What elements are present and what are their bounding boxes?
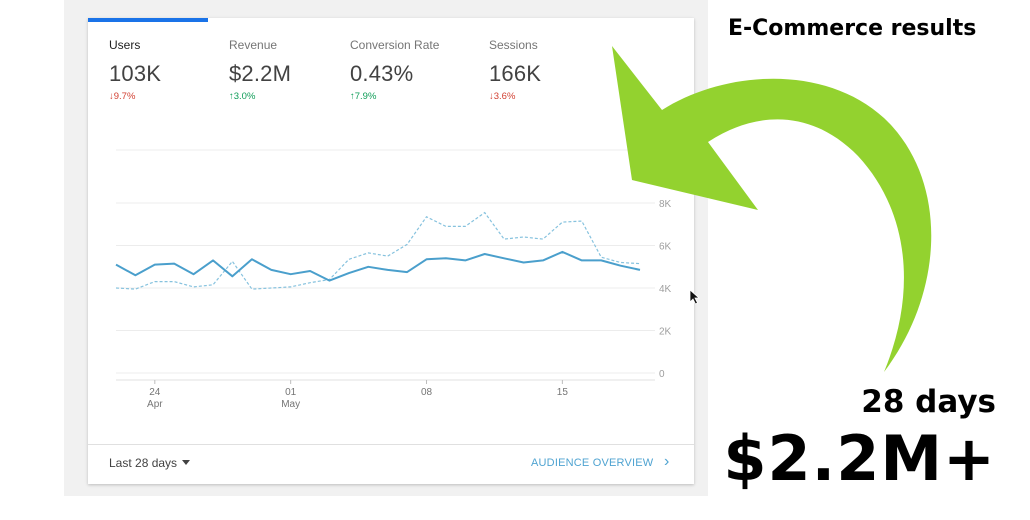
- x-tick-label: 24: [149, 387, 161, 398]
- y-tick-label: 8K: [659, 199, 672, 210]
- analytics-card: [88, 18, 694, 484]
- callout-title: E-Commerce results: [728, 16, 977, 41]
- chevron-right-icon[interactable]: ›: [664, 453, 670, 470]
- active-tab-indicator: [88, 18, 208, 22]
- metric-conversion-rate[interactable]: Conversion Rate 0.43% ↑7.9%: [350, 38, 439, 102]
- metric-value: 103K: [109, 61, 162, 86]
- metric-delta: ↑7.9%: [350, 91, 377, 102]
- metric-value: 166K: [489, 61, 542, 86]
- metric-value: $2.2M: [229, 61, 292, 86]
- series-line-dashed: [115, 211, 641, 290]
- y-tick-label: 6K: [659, 242, 672, 253]
- x-tick-label: 08: [421, 387, 433, 398]
- metric-delta: ↓9.7%: [109, 91, 136, 102]
- caret-down-icon: [182, 460, 191, 465]
- metric-sessions[interactable]: Sessions 166K ↓3.6%: [489, 38, 541, 102]
- x-tick-sublabel: May: [281, 399, 300, 410]
- metric-label: Revenue: [229, 38, 278, 52]
- date-range-dropdown[interactable]: Last 28 days: [109, 456, 191, 470]
- metric-label: Sessions: [489, 38, 538, 52]
- metric-revenue[interactable]: Revenue $2.2M ↑3.0%: [229, 38, 291, 102]
- date-range-label: Last 28 days: [109, 456, 178, 470]
- footer-divider: [88, 444, 694, 445]
- metric-delta: ↓3.6%: [489, 91, 516, 102]
- metric-label: Users: [109, 38, 141, 52]
- audience-overview-link[interactable]: AUDIENCE OVERVIEW: [531, 457, 654, 469]
- metric-label: Conversion Rate: [350, 38, 440, 52]
- metric-users[interactable]: Users 103K ↓9.7%: [109, 38, 161, 102]
- callout-days: 28 days: [861, 384, 996, 420]
- metric-value: 0.43%: [350, 61, 414, 86]
- x-tick-sublabel: Apr: [147, 399, 163, 410]
- metric-delta: ↑3.0%: [229, 91, 256, 102]
- y-tick-label: 2K: [659, 327, 672, 338]
- x-tick-label: 15: [557, 387, 569, 398]
- y-tick-label: 0: [659, 369, 665, 380]
- callout-amount: $2.2M+: [723, 422, 996, 495]
- y-tick-label: 4K: [659, 284, 672, 295]
- x-tick-label: 01: [285, 387, 297, 398]
- mouse-pointer-icon: [689, 289, 701, 305]
- series-line-solid: [115, 250, 641, 282]
